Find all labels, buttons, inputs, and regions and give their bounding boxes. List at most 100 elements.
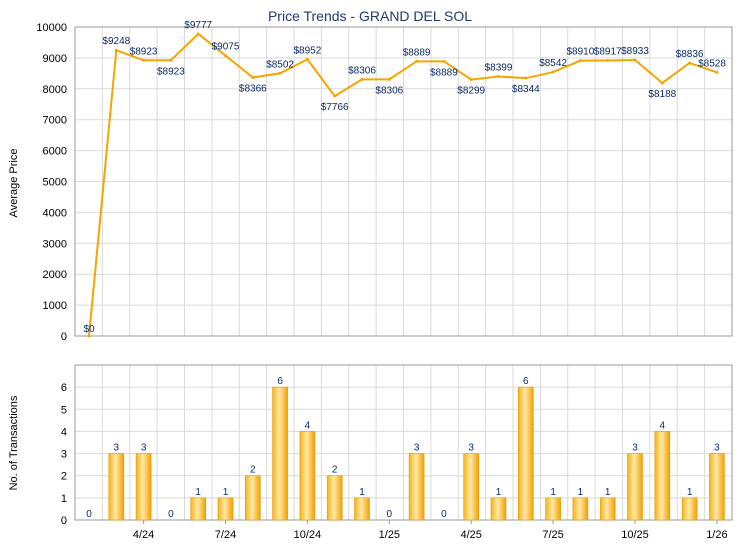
top-y-tick-label: 1000 <box>43 300 67 312</box>
top-y-tick-label: 7000 <box>43 115 67 127</box>
price-data-label: $8344 <box>512 84 540 95</box>
price-point <box>196 32 200 36</box>
bottom-y-tick-label: 0 <box>61 515 67 527</box>
x-tick-label: 10/24 <box>294 529 322 541</box>
transactions-data-label: 1 <box>550 487 556 498</box>
price-point <box>497 74 500 78</box>
top-plot-frame <box>74 26 733 337</box>
price-point <box>333 94 337 98</box>
transactions-data-label: 1 <box>195 487 201 498</box>
transactions-bar <box>709 453 725 521</box>
transactions-bar <box>681 497 698 521</box>
price-data-label: $9248 <box>102 36 130 47</box>
price-point <box>142 58 146 62</box>
price-data-label: $7766 <box>321 102 349 113</box>
price-point <box>114 48 118 52</box>
price-data-label: $8923 <box>157 66 185 77</box>
price-point <box>360 77 364 81</box>
price-point <box>469 78 473 82</box>
bottom-y-tick-label: 6 <box>61 382 67 394</box>
bottom-y-tick-label: 4 <box>61 426 67 438</box>
top-y-tick-label: 3000 <box>43 238 67 250</box>
x-tick-label: 1/26 <box>706 529 727 541</box>
transactions-data-label: 1 <box>223 487 229 498</box>
price-data-label: $8528 <box>698 58 726 69</box>
price-data-label: $8306 <box>375 85 403 96</box>
transactions-bar <box>545 497 561 521</box>
price-data-label: $9777 <box>184 20 212 31</box>
transactions-bar <box>326 475 343 521</box>
price-data-label: $9075 <box>212 42 240 53</box>
transactions-bar <box>354 497 370 521</box>
top-y-tick-label: 2000 <box>43 269 67 281</box>
bottom-y-tick-label: 3 <box>61 449 67 461</box>
price-point <box>688 61 692 65</box>
transactions-bar <box>654 431 671 521</box>
transactions-bar <box>627 453 643 521</box>
transactions-data-label: 1 <box>359 487 365 498</box>
transactions-bar <box>135 453 152 521</box>
transactions-data-label: 6 <box>523 376 529 387</box>
x-tick-label: 4/24 <box>133 529 154 541</box>
price-point <box>224 54 227 58</box>
price-point <box>387 77 391 81</box>
transactions-data-label: 3 <box>714 443 720 454</box>
transactions-data-label: 3 <box>141 443 147 454</box>
transactions-data-label: 1 <box>578 487 584 498</box>
price-data-label: $8889 <box>430 67 458 78</box>
transactions-data-label: 4 <box>660 420 666 431</box>
price-point <box>415 59 419 63</box>
bottom-y-tick-label: 2 <box>61 471 67 483</box>
x-tick-label: 7/24 <box>215 529 236 541</box>
price-data-label: $8889 <box>403 47 431 58</box>
price-data-label: $8836 <box>676 49 704 60</box>
price-data-label: $8299 <box>457 86 485 97</box>
top-y-tick-label: 10000 <box>36 22 67 34</box>
price-data-label: $8366 <box>239 83 267 94</box>
transactions-data-label: 0 <box>86 509 92 520</box>
transactions-bar <box>108 453 125 521</box>
top-y-tick-label: 4000 <box>43 207 67 219</box>
transactions-data-label: 1 <box>687 487 693 498</box>
x-tick-label: 10/25 <box>621 529 649 541</box>
transactions-bar <box>463 453 480 521</box>
transactions-bar <box>217 497 234 521</box>
top-y-tick-label: 8000 <box>43 84 67 96</box>
transactions-data-label: 3 <box>414 443 420 454</box>
price-data-label: $8910 <box>566 47 594 58</box>
transactions-data-label: 4 <box>305 420 311 431</box>
transactions-data-label: 0 <box>168 509 174 520</box>
transactions-bar <box>408 453 425 521</box>
transactions-data-label: 2 <box>250 465 256 476</box>
price-point <box>251 75 255 79</box>
transactions-data-label: 3 <box>114 443 120 454</box>
transactions-data-label: 2 <box>332 465 338 476</box>
bottom-y-tick-label: 5 <box>61 404 67 416</box>
price-point <box>551 70 555 74</box>
transactions-bar <box>272 386 288 521</box>
transactions-data-label: 3 <box>632 443 638 454</box>
bottom-y-axis-label: No. of Transactions <box>8 395 20 490</box>
price-data-label: $8306 <box>348 65 376 76</box>
x-tick-label: 1/25 <box>379 529 400 541</box>
price-data-label: $0 <box>83 324 95 335</box>
transactions-bar <box>190 497 206 521</box>
price-data-label: $8933 <box>621 46 649 57</box>
x-tick-label: 7/25 <box>542 529 563 541</box>
price-line-panel: 0 1000 2000 3000 4000 5000 6000 7000 8000 9000 100… <box>36 20 733 343</box>
transactions-bar <box>572 497 589 521</box>
price-data-label: $8399 <box>485 62 513 73</box>
transactions-bar <box>490 497 507 521</box>
price-data-label: $8542 <box>539 58 567 69</box>
price-data-label: $8502 <box>266 59 294 70</box>
price-point <box>524 76 528 80</box>
bottom-plot-frame <box>74 364 733 521</box>
transactions-bar <box>517 386 534 521</box>
price-point <box>606 58 610 62</box>
transactions-bar <box>245 475 261 521</box>
price-data-label: $8188 <box>648 89 676 100</box>
transactions-data-label: 3 <box>468 443 474 454</box>
price-data-label: $8923 <box>130 46 158 57</box>
bottom-y-tick-label: 1 <box>61 493 67 505</box>
